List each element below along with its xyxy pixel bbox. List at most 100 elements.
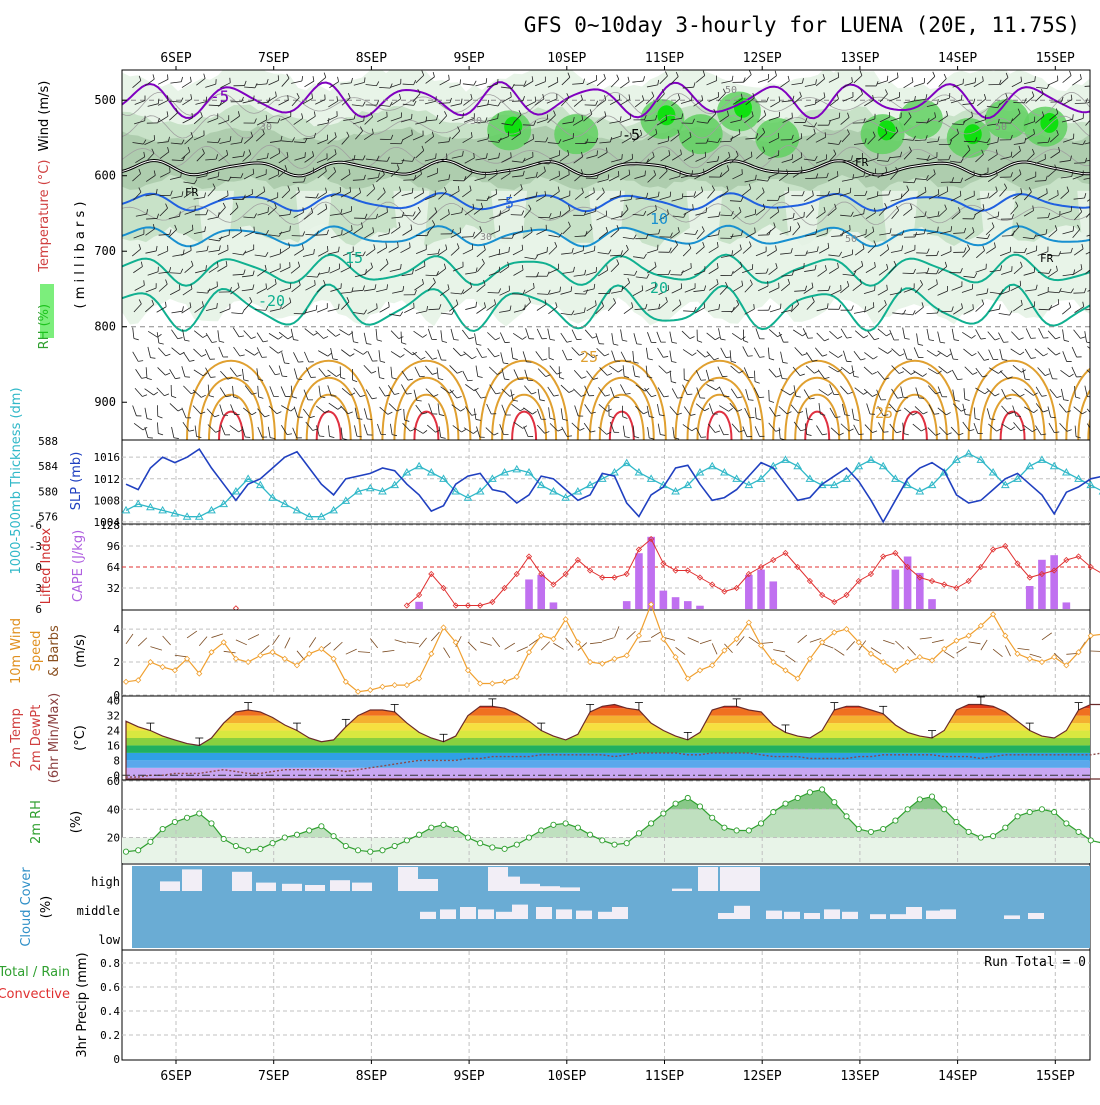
cloud-mid-bar (598, 912, 614, 919)
cape-bar (892, 570, 900, 609)
slp-tick-label: 1008 (94, 494, 121, 507)
cloud-high-bar (418, 879, 438, 891)
wind-barb-feather (1096, 81, 1097, 86)
rh2m-point (783, 801, 788, 806)
wind-barb (915, 140, 926, 141)
precip-tick-label: 0.4 (100, 1005, 120, 1018)
temp-tick-label: 32 (107, 710, 120, 723)
thickness-tick-label: 584 (38, 460, 58, 473)
cloud-mid-bar (804, 913, 820, 919)
cape-tick-label: 32 (107, 582, 120, 595)
wind-barb (488, 292, 499, 293)
rh2m-point (990, 834, 995, 839)
wind-barb-feather (622, 154, 623, 159)
temp-band (122, 731, 1090, 738)
cloud-high-bar (352, 883, 372, 891)
precip-tick-label: 0 (113, 1053, 120, 1066)
wind-barb-feather (522, 245, 523, 250)
cloud-high-bar (560, 887, 580, 891)
rh2m-point (685, 795, 690, 800)
wind-barb-feather (1097, 154, 1098, 159)
rh2m-point (624, 841, 629, 846)
cape-bar (525, 579, 533, 609)
wind-barb-feather (560, 211, 561, 216)
rh2m-point (820, 787, 825, 792)
wind-barb (512, 294, 523, 295)
rh2m-point (575, 825, 580, 830)
cloud-mid-bar (870, 914, 886, 919)
date-label-bottom: 7SEP (258, 1069, 289, 1084)
cloud-level-label: low (98, 933, 120, 947)
wind-barb (462, 237, 473, 238)
rh2m-point (673, 801, 678, 806)
wind-barb-feather (825, 132, 826, 137)
wind-barb-feather (266, 283, 267, 288)
wind-barb-feather (782, 379, 787, 380)
rh-cell-core (1040, 113, 1058, 133)
thickness-tick-label: 588 (38, 435, 58, 448)
cape-bar (550, 602, 558, 609)
cloud-mid-bar (842, 912, 858, 919)
rh2m-point (478, 841, 483, 846)
wind-barb-feather (192, 225, 193, 230)
rh2m-point (246, 848, 251, 853)
temp-tick-label: 16 (107, 739, 120, 752)
rh2m-point (197, 811, 202, 816)
cape-bar (684, 601, 692, 609)
wind-barb-feather (319, 436, 324, 437)
wind-barb-feather (788, 187, 789, 192)
cape-bar (745, 575, 753, 609)
date-label-top: 15SEP (1036, 51, 1075, 66)
cloud-high-bar (520, 884, 540, 891)
cloud-mid-bar (478, 909, 494, 919)
wind-barb-feather (1095, 190, 1096, 195)
wind-tick-label: 4 (113, 623, 120, 636)
temp-band (122, 753, 1090, 760)
wind-barb (365, 219, 376, 220)
contour-label: -5 (210, 87, 229, 106)
wind-barb-feather (387, 207, 388, 212)
rh2m-point (636, 831, 641, 836)
temp-label-3: (6hr Min/Max) (47, 693, 62, 783)
rh2m-point (526, 835, 531, 840)
precip-tick-label: 0.6 (100, 981, 120, 994)
cape-tick-label: 64 (107, 561, 121, 574)
wind-barb-feather (706, 207, 707, 212)
wind-barb-feather (597, 150, 598, 155)
contour-label: 50 (845, 234, 857, 245)
temp-tick-label: 40 (107, 695, 120, 708)
date-label-bottom: 15SEP (1036, 1069, 1075, 1084)
cloud-high-bar (256, 883, 276, 891)
wind-barb-feather (1096, 351, 1100, 354)
cape-bar (696, 606, 704, 609)
rh2m-point (868, 829, 873, 834)
wind-label-3: & Barbs (47, 625, 62, 677)
rh2m-point (258, 846, 263, 851)
cape-bar (660, 591, 668, 609)
cloud-high-bar (160, 881, 180, 891)
contour-label: 5 (505, 194, 514, 212)
rh2m-point (600, 838, 605, 843)
temp-label-2: 2m DewPt (29, 705, 44, 772)
cloud-mid-bar (496, 912, 512, 919)
rh2m-point (942, 807, 947, 812)
cloud-mid-bar (556, 909, 572, 919)
wind-barb-feather (571, 286, 572, 291)
temp-band (122, 760, 1090, 767)
rh2m-point (954, 819, 959, 824)
wind-barb-feather (883, 432, 888, 433)
rh2m-point (649, 821, 654, 826)
rh2m-point (856, 826, 861, 831)
cloud-high-bar (305, 885, 325, 891)
temp-tick-label: 8 (113, 754, 120, 767)
wind-barb-feather (838, 72, 839, 77)
rh2m-point (807, 790, 812, 795)
rh2m-point (832, 800, 837, 805)
rh2m-point (490, 845, 495, 850)
rh2m-point (539, 828, 544, 833)
cape-bar (647, 537, 655, 609)
cloud-mid-bar (420, 912, 436, 919)
